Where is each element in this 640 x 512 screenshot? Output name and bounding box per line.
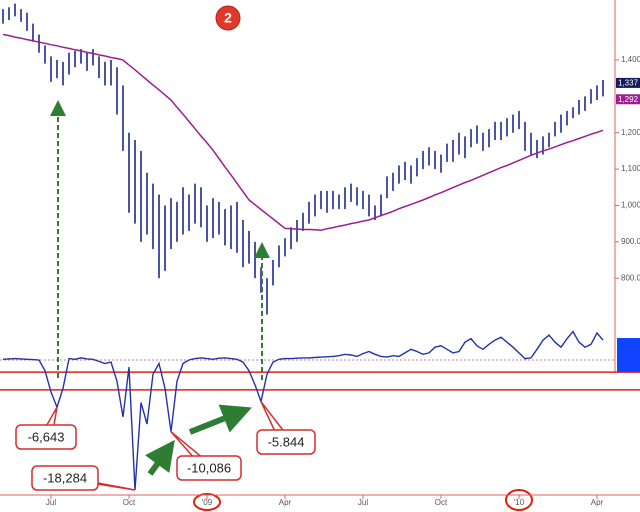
- green-arrow: [145, 439, 175, 476]
- last-price-box: [616, 94, 640, 105]
- x-tick-label: '10: [514, 498, 525, 507]
- x-tick-label: Apr: [591, 498, 604, 507]
- y-tick-label: 800.0: [621, 273, 640, 282]
- last-price-box: [616, 77, 640, 88]
- callout-box: [31, 465, 99, 491]
- x-tick-label: '09: [202, 498, 213, 507]
- callout-label: -18,284: [43, 470, 87, 485]
- y-tick-label: 1,400: [621, 55, 640, 64]
- x-tick-label: Oct: [123, 498, 136, 507]
- moving-average: [2, 33, 604, 231]
- callout-label: -10,086: [187, 460, 231, 475]
- highlight-circle: [505, 489, 533, 511]
- callout-box: [15, 424, 77, 450]
- highlight-circle: [193, 493, 221, 511]
- last-price-label: 1,292: [618, 95, 639, 104]
- x-tick-label: Jul: [358, 498, 368, 507]
- callout-label: -6,643: [28, 429, 65, 444]
- green-arrow: [188, 404, 252, 435]
- callout-label: -5.844: [268, 434, 305, 449]
- x-tick-label: Jul: [46, 498, 56, 507]
- last-price-label: 1,337: [618, 79, 639, 88]
- callout-box: [256, 429, 316, 455]
- indicator-line: [2, 330, 604, 491]
- y-tick-label: 1,000: [621, 201, 640, 210]
- x-tick-label: Apr: [279, 498, 292, 507]
- indicator-current: [617, 338, 640, 372]
- y-tick-label: 1,100: [621, 164, 640, 173]
- badge: [215, 5, 241, 31]
- x-tick-label: Oct: [435, 498, 448, 507]
- y-tick-label: 900.0: [621, 237, 640, 246]
- callout-box: [176, 455, 242, 481]
- badge-text: 2: [224, 10, 232, 26]
- y-tick-label: 1,200: [621, 128, 640, 137]
